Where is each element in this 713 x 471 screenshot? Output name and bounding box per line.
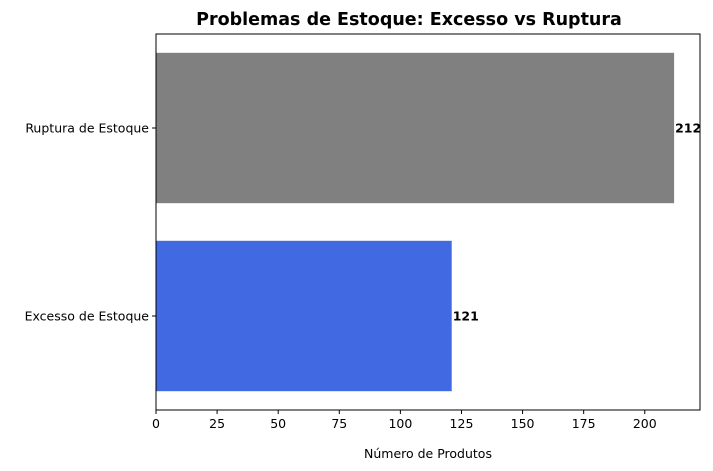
y-tick-label-1: Ruptura de Estoque: [25, 121, 149, 136]
bar-1: [156, 52, 675, 204]
x-axis-label: Número de Produtos: [364, 446, 492, 461]
x-tick-label-6: 150: [511, 416, 535, 431]
x-tick-label-4: 100: [388, 416, 412, 431]
y-tick-label-0: Excesso de Estoque: [25, 309, 150, 324]
bar-0: [156, 240, 452, 392]
x-tick-label-5: 125: [450, 416, 474, 431]
chart-title: Problemas de Estoque: Excesso vs Ruptura: [196, 10, 622, 30]
x-tick-label-8: 200: [633, 416, 657, 431]
x-tick-label-3: 75: [331, 416, 347, 431]
axes-layer: [152, 33, 701, 414]
x-tick-label-0: 0: [152, 416, 160, 431]
data-label-0: 121: [453, 309, 479, 324]
plot-frame: [155, 33, 701, 411]
x-tick-label-7: 175: [572, 416, 596, 431]
bars-layer: [156, 52, 675, 392]
x-tick-label-1: 25: [209, 416, 225, 431]
x-tick-label-2: 50: [270, 416, 286, 431]
data-label-1: 212: [675, 121, 701, 136]
labels-layer: Excesso de Estoque 121 Ruptura de Estoque 2…: [25, 121, 702, 432]
